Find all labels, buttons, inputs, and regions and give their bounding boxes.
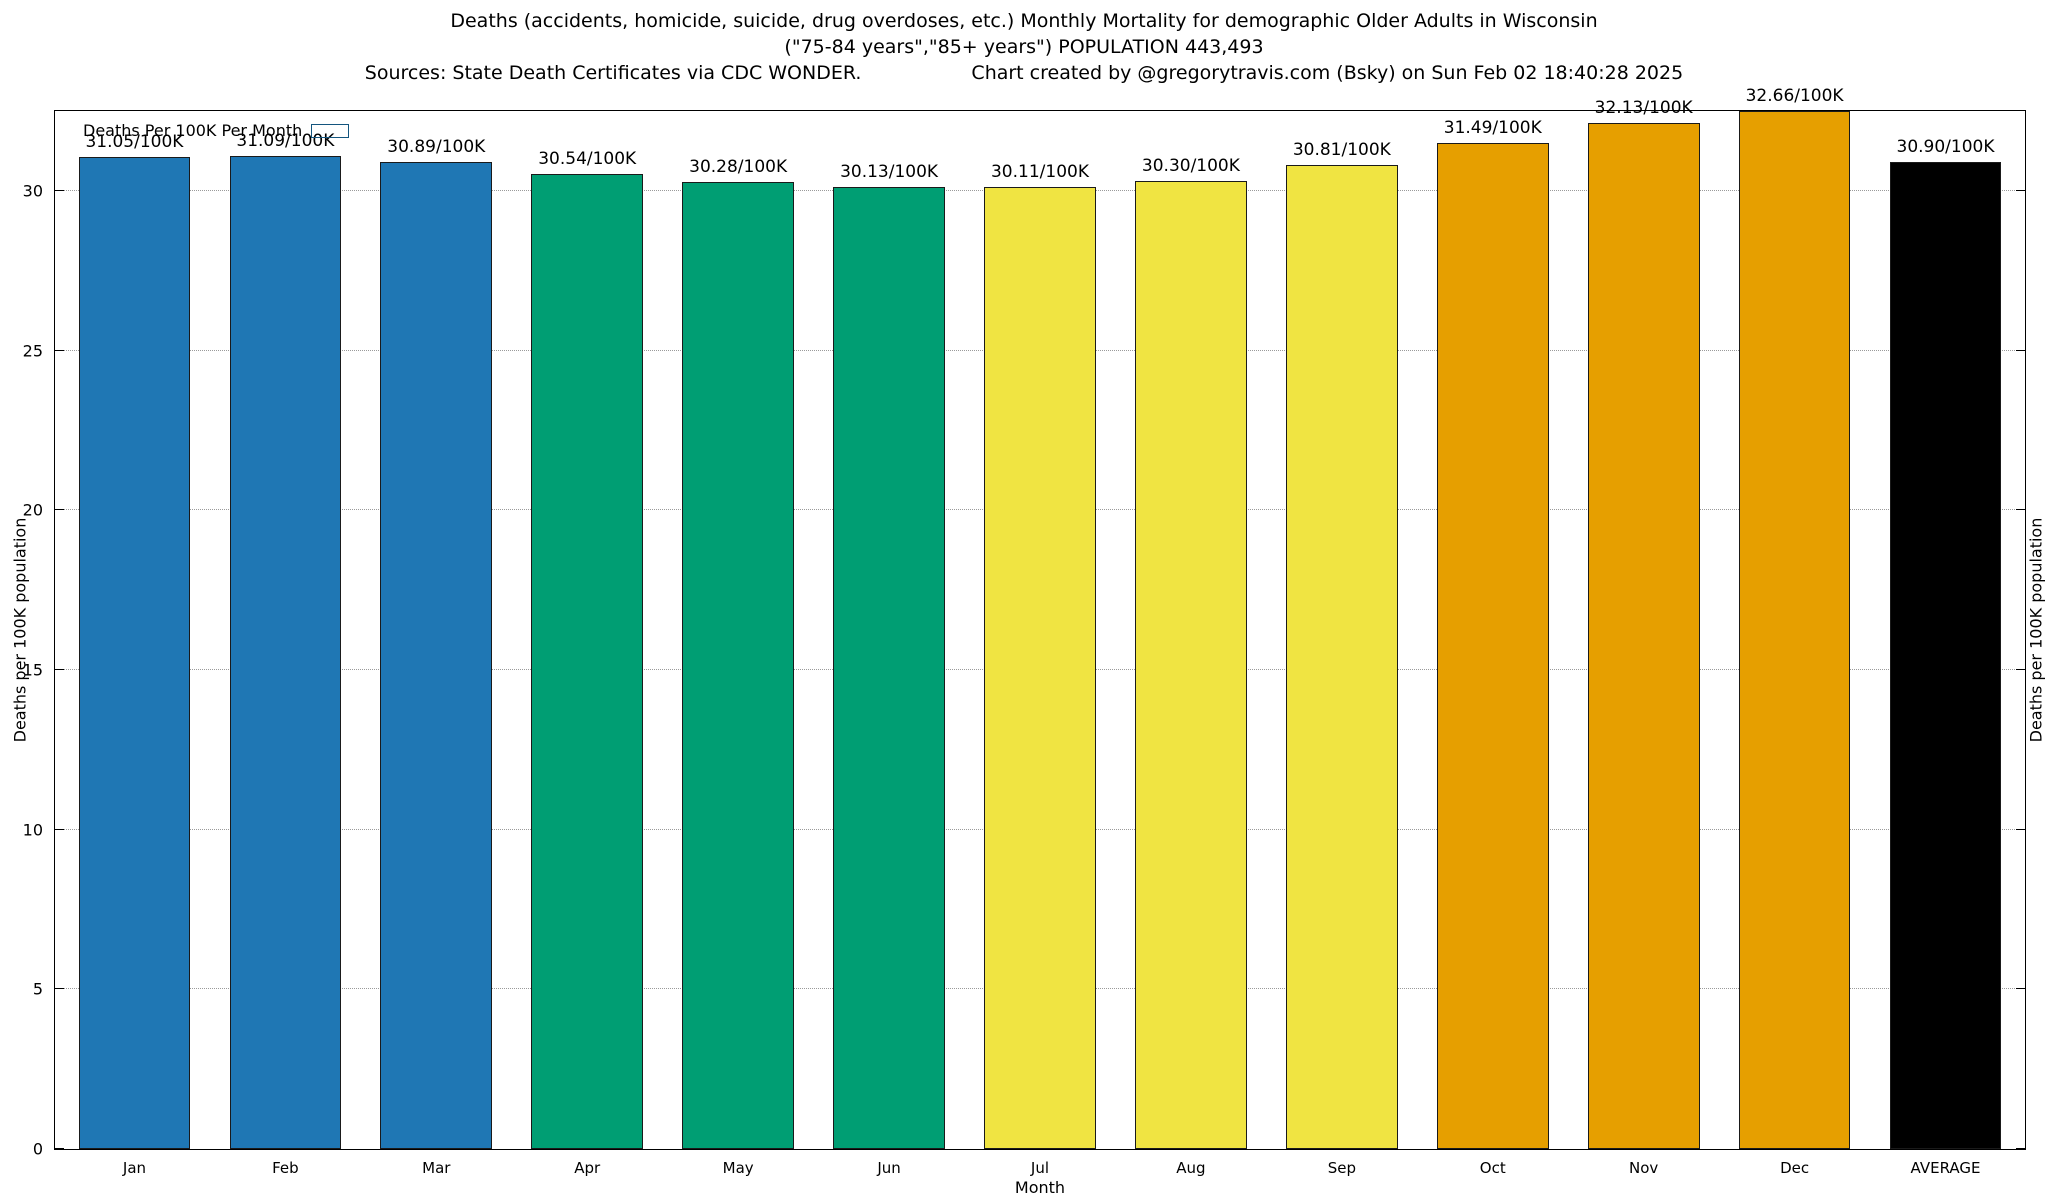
x-tick-label-sep: Sep (1327, 1159, 1356, 1177)
y-tick-mark (55, 828, 64, 830)
x-tick-label-jul: Jul (1030, 1159, 1050, 1177)
bar-slot-oct: 31.49/100K Oct (1417, 111, 1568, 1177)
bar-jul: 30.11/100K (984, 162, 1096, 1149)
plot-area: 0 5 10 15 20 25 30 31.05/100K Jan 31.09/100K Feb 3… (23, 86, 2026, 1177)
bar-slot-feb: 31.09/100K Feb (210, 111, 361, 1177)
bar-slot-apr: 30.54/100K Apr (512, 111, 663, 1177)
y-tick-mark (2016, 1148, 2025, 1149)
bar-value-label: 32.66/100K (1745, 86, 1844, 106)
bar-dec: 32.66/100K (1738, 86, 1851, 1149)
bar-sep: 30.81/100K (1286, 140, 1398, 1149)
y-tick-label: 20 (22, 500, 43, 520)
bar-value-label: 30.89/100K (387, 137, 486, 158)
title-line-2: ("75-84 years","85+ years") POPULATION 4… (784, 36, 1264, 58)
bar-value-label: 30.54/100K (538, 148, 637, 169)
bar-feb: 31.09/100K (229, 131, 342, 1149)
bar-jun: 30.13/100K (833, 162, 945, 1149)
title-line-3: Sources: State Death Certificates via CD… (0, 60, 2048, 86)
title-line-1: Deaths (accidents, homicide, suicide, dr… (450, 10, 1598, 32)
bar-value-label: 30.11/100K (990, 162, 1089, 183)
x-tick-label-may: May (722, 1159, 754, 1177)
y-tick-mark (55, 509, 64, 511)
x-tick-label-jan: Jan (122, 1159, 147, 1177)
x-axis-title: Month (1014, 1178, 1066, 1197)
y-tick-mark (2016, 828, 2025, 830)
y-tick-label: 25 (22, 341, 43, 361)
x-tick-label-apr: Apr (574, 1159, 601, 1177)
bar-apr: 30.54/100K (531, 149, 644, 1149)
x-tick-label-mar: Mar (422, 1159, 451, 1177)
x-tick-label-oct: Oct (1479, 1159, 1506, 1177)
bar-value-label: 31.09/100K (236, 131, 335, 152)
y-tick-label: 0 (32, 1139, 43, 1159)
bar-value-label: 30.90/100K (1896, 137, 1995, 158)
chart-titles: Deaths (accidents, homicide, suicide, dr… (0, 8, 2048, 86)
legend-label: Deaths Per 100K Per Month (83, 121, 303, 140)
y-axis-title-right: Deaths per 100K population (2026, 517, 2046, 743)
y-tick-mark (2016, 509, 2025, 511)
bar-value-label: 31.05/100K (85, 132, 184, 153)
y-tick-mark (2016, 349, 2025, 351)
y-tick-mark (2016, 668, 2025, 670)
bars-layer: 31.05/100K Jan 31.09/100K Feb 30.89/100K Mar 3… (55, 86, 2025, 1177)
title-credit: Chart created by @gregorytravis.com (Bsk… (971, 62, 1684, 84)
y-tick-mark (55, 1148, 64, 1149)
y-tick-mark (55, 189, 64, 191)
y-tick-mark (55, 988, 64, 990)
bar-slot-dec: 32.66/100K Dec (1719, 86, 1870, 1177)
bar-value-label: 30.30/100K (1141, 156, 1240, 177)
bar-slot-jan: 31.05/100K Jan (59, 111, 210, 1177)
y-tick-label: 5 (32, 979, 43, 999)
bar-value-label: 30.81/100K (1292, 139, 1391, 160)
x-tick-label-aug: Aug (1176, 1159, 1206, 1177)
bar-slot-jun: 30.13/100K Jun (814, 111, 965, 1177)
bar-oct: 31.49/100K (1436, 118, 1549, 1149)
legend: Deaths Per 100K Per Month (83, 121, 350, 140)
x-tick-label-jun: Jun (877, 1159, 901, 1177)
y-tick-mark (55, 668, 64, 670)
bar-value-label: 31.49/100K (1443, 118, 1542, 139)
bar-slot-average: 30.90/100K AVERAGE (1870, 111, 2021, 1177)
y-tick-label: 15 (22, 660, 43, 680)
bar-slot-nov: 32.13/100K Nov (1568, 98, 1719, 1177)
y-axis-title-left: Deaths per 100K population (10, 517, 30, 743)
bar-value-label: 30.13/100K (840, 161, 939, 182)
x-tick-label-nov: Nov (1629, 1159, 1659, 1177)
bar-slot-jul: 30.11/100K Jul (965, 111, 1116, 1177)
y-tick-mark (55, 349, 64, 351)
bar-average: 30.90/100K (1889, 137, 2002, 1149)
y-tick-mark (2016, 189, 2025, 191)
y-tick-mark (2016, 988, 2025, 990)
bar-jan: 31.05/100K (78, 132, 191, 1149)
bar-slot-may: 30.28/100K May (663, 111, 814, 1177)
y-tick-label: 10 (22, 820, 43, 840)
bar-mar: 30.89/100K (380, 137, 493, 1149)
bar-aug: 30.30/100K (1135, 156, 1247, 1149)
bar-slot-aug: 30.30/100K Aug (1115, 111, 1266, 1177)
bar-slot-mar: 30.89/100K Mar (361, 111, 512, 1177)
bar-nov: 32.13/100K (1587, 98, 1700, 1149)
bar-may: 30.28/100K (682, 157, 794, 1149)
x-tick-label-feb: Feb (272, 1159, 299, 1177)
y-tick-label: 30 (22, 181, 43, 201)
bar-value-label: 32.13/100K (1594, 97, 1693, 118)
legend-swatch-icon (311, 123, 350, 138)
bar-slot-sep: 30.81/100K Sep (1266, 111, 1417, 1177)
title-sources: Sources: State Death Certificates via CD… (364, 62, 862, 84)
x-tick-label-average: AVERAGE (1910, 1159, 1981, 1177)
bar-value-label: 30.28/100K (689, 156, 788, 177)
x-tick-label-dec: Dec (1780, 1159, 1810, 1177)
